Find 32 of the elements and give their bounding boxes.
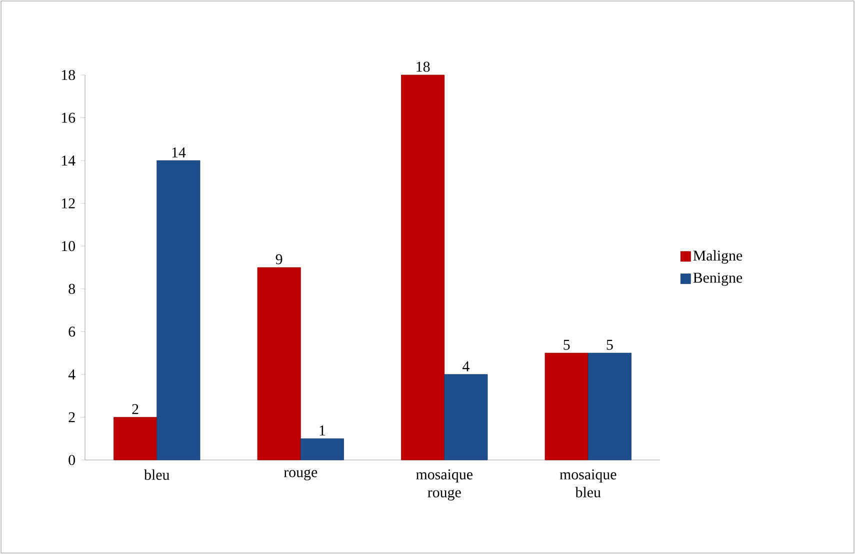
bar <box>544 352 588 460</box>
bar <box>114 417 158 460</box>
data-label: 9 <box>276 254 282 264</box>
legend-label: Benigne <box>693 272 742 286</box>
y-tick-label: 18 <box>62 70 76 80</box>
x-tick-label: bleu <box>144 469 170 480</box>
bar <box>444 374 488 460</box>
bar <box>257 267 301 460</box>
data-label: 5 <box>606 340 613 350</box>
y-tick-label: 4 <box>68 370 76 380</box>
data-label: 18 <box>416 62 430 72</box>
data-label: 4 <box>462 361 470 372</box>
y-tick-label: 8 <box>68 284 76 294</box>
y-tick-label: 14 <box>62 156 76 166</box>
y-tick-label: 16 <box>62 112 76 123</box>
data-label: 1 <box>320 426 326 436</box>
data-label: 2 <box>132 404 138 414</box>
bar <box>588 352 632 460</box>
y-tick-label: 2 <box>68 412 75 422</box>
bar <box>401 74 445 460</box>
x-tick-label: mosaique rouge <box>416 469 472 500</box>
data-label: 14 <box>172 147 186 158</box>
x-tick-label: rouge <box>284 469 318 480</box>
y-tick-label: 12 <box>62 198 75 208</box>
y-tick-label: 0 <box>68 454 76 466</box>
bar <box>156 160 200 460</box>
bar <box>300 438 344 460</box>
legend-label: Maligne <box>693 250 742 264</box>
y-tick-label: 10 <box>62 241 76 252</box>
y-tick-label: 6 <box>68 326 76 337</box>
data-label: 5 <box>564 340 570 350</box>
x-tick-label: mosaique bleu <box>560 469 616 498</box>
